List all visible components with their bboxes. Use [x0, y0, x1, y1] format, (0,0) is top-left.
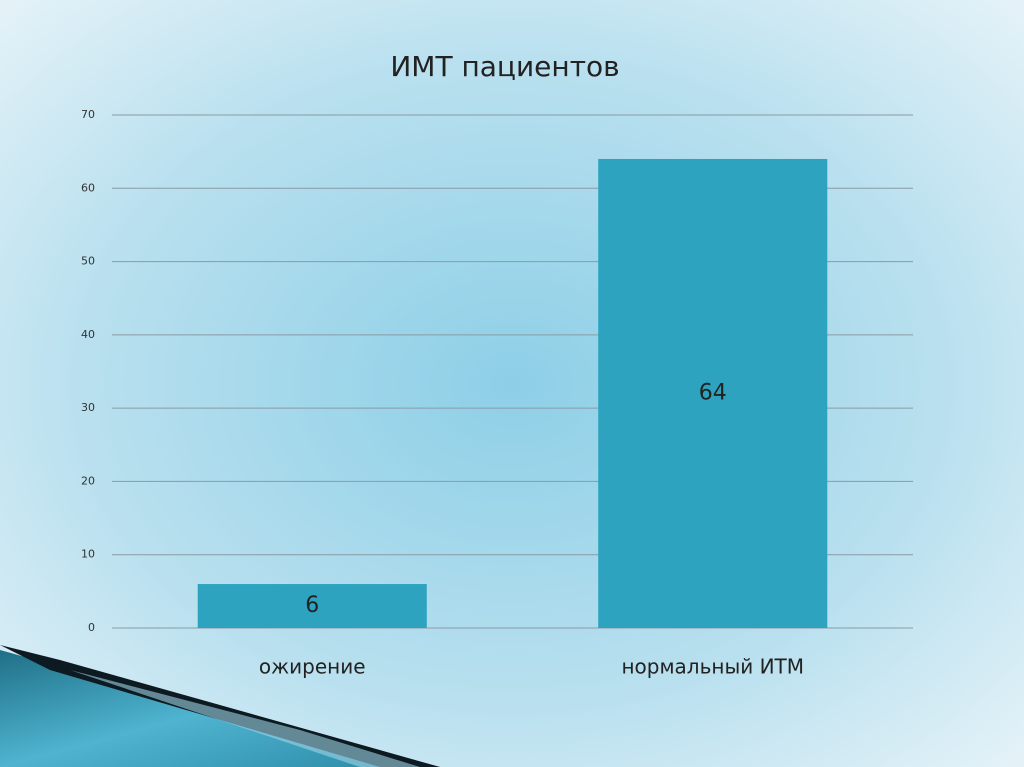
y-tick-label: 70 — [81, 108, 95, 121]
bar — [197, 584, 427, 628]
x-tick-label: нормальный ИТМ — [621, 655, 804, 679]
bar — [598, 158, 828, 628]
y-tick-label: 20 — [81, 474, 95, 487]
decor-stripe — [0, 645, 440, 767]
x-tick-label: ожирение — [259, 655, 366, 679]
y-tick-label: 50 — [81, 255, 95, 268]
data-label: 6 — [305, 593, 319, 618]
chart-title: ИМТ пациентов — [390, 50, 619, 83]
y-tick-label: 40 — [81, 328, 95, 341]
decor-highlight — [70, 670, 420, 767]
y-tick-label: 0 — [88, 621, 95, 634]
y-tick-label: 10 — [81, 548, 95, 561]
decor-swoosh — [0, 650, 440, 767]
y-tick-label: 30 — [81, 401, 95, 414]
y-tick-label: 60 — [81, 181, 95, 194]
data-label: 64 — [699, 380, 727, 405]
